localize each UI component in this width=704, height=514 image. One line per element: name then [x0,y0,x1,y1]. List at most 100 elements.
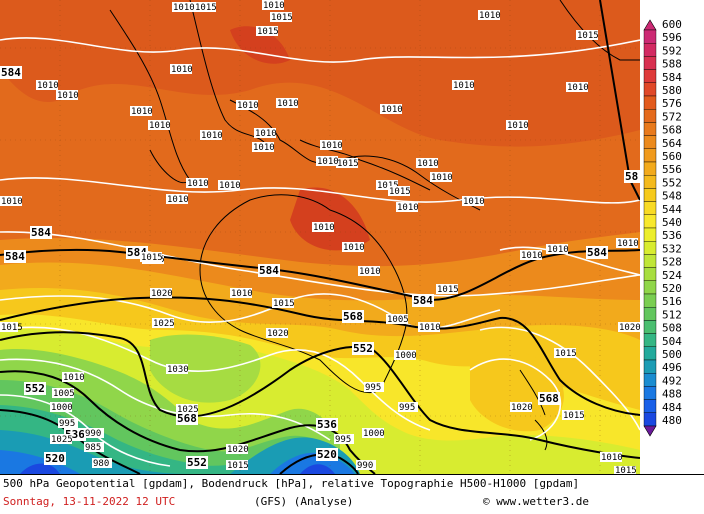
legend-level-label: 516 [662,295,682,308]
legend-swatch [643,399,657,414]
legend-level-label: 480 [662,414,682,427]
legend-level-label: 564 [662,137,682,150]
pressure-label: 1020 [267,329,289,339]
band-580 [0,0,640,147]
pressure-label: 1020 [227,445,249,455]
pressure-label: 1015 [273,299,295,309]
isohypse-label: 584 [413,294,433,307]
legend-arrow-top [643,19,657,31]
map-description: 500 hPa Geopotential [gpdam], Bodendruck… [3,477,580,490]
pressure-label: 1010 [37,81,59,91]
pressure-label: 1015 [271,13,293,23]
isohypse-label: 584 [587,246,607,259]
legend-swatch [643,320,657,334]
pressure-label: 1015 [563,411,585,421]
pressure-label: 1010 [1,197,23,207]
pressure-label: 1010 [453,81,475,91]
pressure-label: 1010 [419,323,441,333]
pressure-label: 1010 [277,99,299,109]
pressure-label: 1010 [201,131,223,141]
weather-map-svg: 584 584 584 584 584 584 58 584 568 568 5… [0,0,640,474]
band-488 [20,463,335,474]
legend-swatch [643,108,657,123]
pressure-label: 1010 [317,157,339,167]
pressure-label: 1010 [253,143,275,153]
legend-swatch [643,56,657,70]
legend-level-label: 508 [662,322,682,335]
pressure-label: 1010 [343,243,365,253]
legend-swatch [643,373,657,387]
pressure-label: 1010 [601,453,623,463]
color-scale-legend: 600 596 592 588 584 580 576 572 568 564 560 556 552 5… [640,0,704,474]
pressure-label: 1010 [57,91,79,101]
legend-swatch [643,333,657,348]
legend-swatch [643,267,657,282]
pressure-label: 1020 [619,323,640,333]
band-nz [470,349,564,432]
isohypse-label: 584 [1,66,21,79]
legend-level-label: 492 [662,374,682,387]
legend-level-label: 584 [662,71,682,84]
pressure-label: 1010 [173,3,195,13]
isohypse-label: 58 [625,170,638,183]
legend-level-label: 536 [662,229,682,242]
isohypse-label: 552 [25,382,45,395]
pressure-label: 995 [365,383,381,393]
legend-level-label: 580 [662,84,682,97]
legend-level-label: 572 [662,110,682,123]
legend-level-label: 548 [662,190,682,203]
legend-level-label: 532 [662,242,682,255]
pressure-label: 995 [399,403,415,413]
legend-swatch [643,174,657,189]
isohypse-label: 552 [187,456,207,469]
legend-level-label: 496 [662,361,682,374]
legend-swatch [643,346,657,361]
legend-swatch [643,214,657,229]
pressure-label: 1000 [51,403,73,413]
legend-swatch [643,280,657,295]
legend-level-label: 576 [662,97,682,110]
pressure-label: 1010 [171,65,193,75]
pressure-label: 1010 [507,121,529,131]
legend-arrow-bottom [643,425,657,437]
pressure-label: 1025 [177,405,199,415]
legend-swatch [643,135,657,150]
color-scale-svg: 6005965925885845805765725685645605565525… [643,18,682,437]
legend-swatch [643,95,657,110]
legend-level-label: 500 [662,348,682,361]
pressure-label: 1010 [321,141,343,151]
pressure-label: 1010 [63,373,85,383]
pressure-label: 1025 [153,319,175,329]
pressure-label: 1000 [395,351,417,361]
pressure-label: 1010 [219,181,241,191]
legend-level-label: 596 [662,31,682,44]
pressure-label: 1010 [359,267,381,277]
legend-level-label: 540 [662,216,682,229]
legend-swatch [643,188,657,202]
legend-swatch [643,227,657,242]
pressure-label: 1015 [437,285,459,295]
legend-level-label: 568 [662,124,682,137]
legend-swatch [643,293,657,308]
legend-level-label: 544 [662,203,682,216]
isohypse-536 [0,370,376,474]
isohypse-label: 520 [317,448,337,461]
pressure-label: 1010 [417,159,439,169]
legend-level-label: 484 [662,401,682,414]
pressure-label: 1010 [381,105,403,115]
legend-swatch [643,307,657,321]
legend-swatch [643,386,657,400]
legend-level-label: 552 [662,176,682,189]
isobar-a [0,37,640,63]
pressure-label: 990 [85,429,101,439]
pressure-label: 1015 [389,187,411,197]
coast-new-zealand [519,369,548,451]
legend-swatch [643,359,657,374]
pressure-label: 1015 [227,461,249,471]
pressure-label: 1010 [149,121,171,131]
legend-swatch [643,29,657,44]
legend-swatch [643,240,657,255]
isohypse-552 [0,331,640,459]
pressure-label: 1000 [363,429,385,439]
pressure-label: 990 [357,461,373,471]
